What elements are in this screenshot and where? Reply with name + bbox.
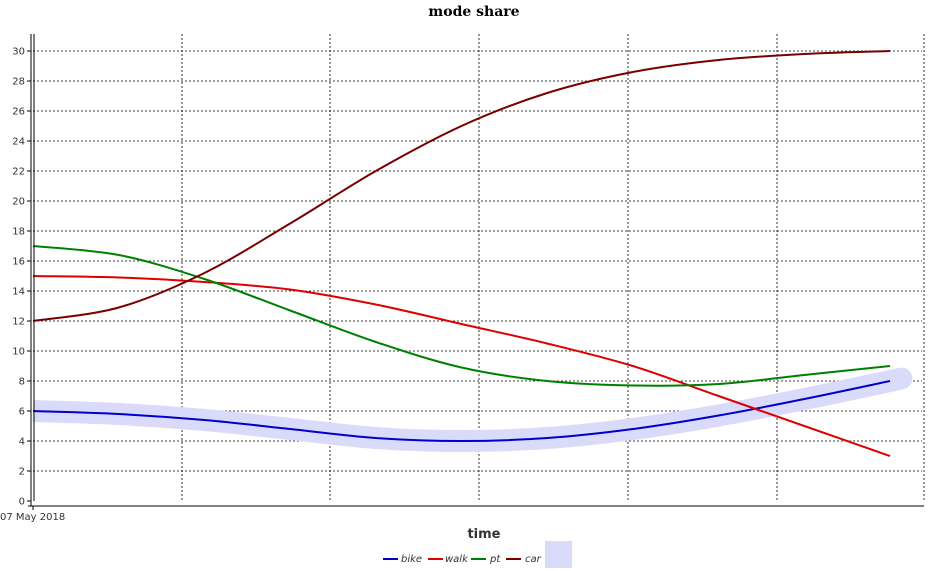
legend-band-swatch — [545, 541, 572, 568]
legend-label-pt: pt — [489, 554, 501, 565]
x-axis-label: time — [467, 527, 500, 542]
y-tick-label: 6 — [19, 407, 25, 418]
y-tick-label: 16 — [12, 257, 25, 268]
y-tick-label: 0 — [19, 497, 25, 508]
legend-label-walk: walk — [445, 554, 469, 565]
y-tick-label: 10 — [12, 347, 25, 358]
axes — [28, 34, 924, 510]
y-tick-label: 12 — [12, 317, 25, 328]
y-tick-label: 2 — [19, 467, 25, 478]
y-tick-label: 4 — [19, 437, 25, 448]
grid — [33, 34, 925, 501]
legend-label-car: car — [525, 554, 542, 565]
series-line-walk — [32, 275, 891, 457]
series-line-bike — [32, 380, 891, 443]
legend: bike walk pt car — [383, 541, 572, 568]
x-tick-label-start: 07 May 2018 — [0, 512, 65, 523]
series-line-car — [32, 50, 891, 322]
legend-label-bike: bike — [401, 554, 422, 565]
band-bike — [32, 367, 913, 453]
y-tick-label: 14 — [12, 287, 25, 298]
series-line-pt — [32, 245, 891, 387]
y-tick-label: 8 — [19, 377, 25, 388]
y-tick-label: 18 — [12, 227, 25, 238]
chart-title: mode share — [428, 4, 519, 20]
y-tick-label: 22 — [12, 167, 25, 178]
series-lines — [32, 50, 891, 457]
bike-confidence-band — [32, 367, 913, 453]
y-tick-label: 20 — [12, 197, 25, 208]
y-tick-label: 26 — [12, 107, 25, 118]
y-tick-label: 24 — [12, 137, 25, 148]
y-tick-label: 30 — [12, 47, 25, 58]
y-tick-label: 28 — [12, 77, 25, 88]
